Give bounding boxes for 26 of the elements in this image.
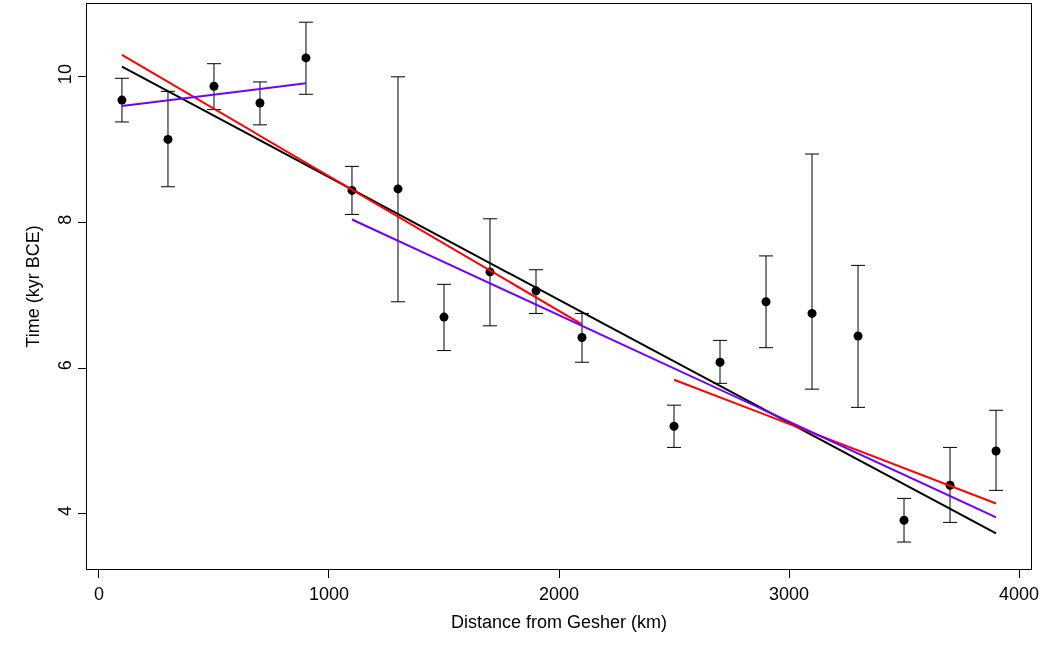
point xyxy=(439,312,449,322)
y-tick-label: 8 xyxy=(54,214,75,225)
x-tick-label: 4000 xyxy=(999,583,1040,604)
x-tick-label: 0 xyxy=(93,583,104,604)
point xyxy=(761,297,771,307)
point xyxy=(301,53,311,63)
y-tick-label: 10 xyxy=(54,64,75,85)
y-tick-label: 4 xyxy=(54,505,75,516)
point xyxy=(577,332,587,342)
x-tick-label: 3000 xyxy=(769,583,810,604)
point xyxy=(853,331,863,341)
point xyxy=(163,134,173,144)
y-tick-label: 6 xyxy=(54,360,75,371)
x-tick-label: 1000 xyxy=(308,583,349,604)
point xyxy=(669,421,679,431)
point xyxy=(209,81,219,91)
y-axis-title: Time (kyr BCE) xyxy=(23,225,43,348)
point xyxy=(393,184,403,194)
x-tick-label: 2000 xyxy=(538,583,580,604)
point xyxy=(255,98,265,108)
x-axis-title: Distance from Gesher (km) xyxy=(450,611,668,632)
point xyxy=(117,95,127,105)
point xyxy=(715,357,725,367)
point xyxy=(991,446,1001,456)
point xyxy=(807,308,817,318)
point xyxy=(899,515,909,525)
